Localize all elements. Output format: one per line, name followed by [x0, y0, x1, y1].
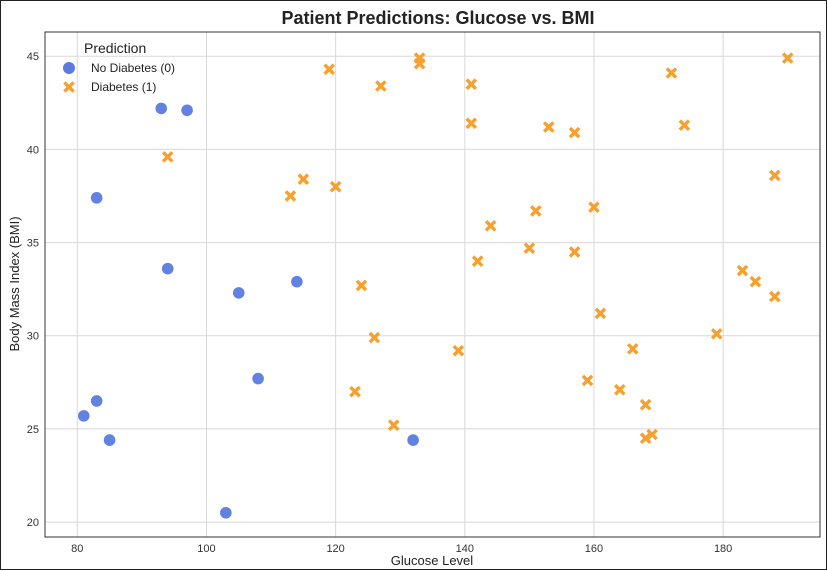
point-diabetes	[413, 57, 426, 70]
point-no-diabetes	[90, 191, 104, 205]
point-diabetes	[284, 190, 297, 202]
point-no-diabetes	[102, 433, 117, 447]
point-diabetes	[465, 78, 478, 90]
x-tick-label: 100	[197, 543, 215, 555]
point-diabetes	[465, 117, 478, 130]
point-diabetes	[768, 169, 781, 182]
legend-label-no-diabetes: No Diabetes (0)	[91, 61, 175, 75]
legend-marker-diabetes	[63, 81, 75, 93]
point-no-diabetes	[154, 101, 168, 116]
point-diabetes	[710, 328, 723, 340]
point-diabetes	[768, 290, 781, 303]
point-diabetes	[471, 255, 484, 268]
data-points	[77, 52, 794, 520]
chart-title: Patient Predictions: Glucose vs. BMI	[281, 8, 594, 28]
x-tick-label: 160	[585, 543, 603, 555]
plot-area	[44, 31, 821, 538]
point-diabetes	[568, 126, 581, 139]
x-axis-label: Glucose Level	[391, 553, 473, 568]
point-diabetes	[639, 432, 652, 445]
point-diabetes	[626, 342, 639, 355]
point-no-diabetes	[290, 275, 304, 289]
y-axis-label: Body Mass Index (BMI)	[7, 216, 22, 351]
point-diabetes	[568, 246, 581, 258]
y-tick-label: 40	[27, 144, 39, 156]
point-diabetes	[368, 331, 381, 344]
point-no-diabetes	[232, 286, 246, 300]
point-no-diabetes	[219, 506, 233, 520]
legend: Prediction No Diabetes (0) Diabetes (1)	[63, 40, 175, 94]
y-tick-label: 25	[27, 424, 39, 436]
point-diabetes	[665, 67, 678, 79]
point-diabetes	[678, 119, 691, 131]
point-no-diabetes	[90, 394, 104, 408]
x-tick-label: 80	[71, 543, 83, 555]
point-diabetes	[329, 180, 342, 193]
legend-label-diabetes: Diabetes (1)	[91, 80, 156, 94]
point-diabetes	[613, 383, 626, 396]
point-diabetes	[639, 398, 652, 411]
axis-ticks: 80 100 120 140 160 180 20 25 30 35 40 45	[27, 51, 733, 555]
point-no-diabetes	[406, 433, 420, 447]
legend-marker-no-diabetes	[63, 62, 75, 74]
point-diabetes	[594, 307, 607, 320]
point-diabetes	[323, 63, 335, 76]
x-tick-label: 180	[714, 543, 732, 555]
y-tick-label: 30	[27, 331, 39, 343]
point-diabetes	[355, 279, 368, 292]
point-diabetes	[523, 242, 536, 254]
point-diabetes	[530, 205, 542, 217]
grid	[45, 32, 820, 537]
point-diabetes	[387, 419, 400, 431]
point-no-diabetes	[77, 409, 91, 423]
legend-title: Prediction	[84, 40, 146, 56]
point-diabetes	[375, 80, 387, 92]
point-diabetes	[588, 201, 600, 213]
x-tick-label: 140	[456, 543, 474, 555]
point-diabetes	[297, 173, 310, 186]
point-no-diabetes	[180, 103, 194, 117]
point-diabetes	[161, 151, 174, 163]
y-tick-label: 35	[27, 238, 39, 250]
x-tick-label: 120	[326, 543, 344, 555]
point-diabetes	[484, 219, 497, 232]
point-diabetes	[349, 385, 361, 398]
point-diabetes	[452, 344, 465, 357]
y-tick-label: 20	[27, 517, 39, 529]
point-no-diabetes	[251, 372, 265, 386]
point-diabetes	[581, 374, 594, 387]
point-no-diabetes	[161, 262, 175, 276]
point-diabetes	[749, 275, 762, 288]
point-diabetes	[542, 121, 555, 133]
point-diabetes	[646, 428, 658, 441]
point-diabetes	[736, 264, 749, 277]
y-tick-label: 45	[27, 51, 39, 63]
point-diabetes	[781, 52, 794, 64]
